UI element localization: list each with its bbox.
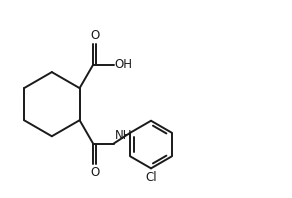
Text: OH: OH [115,58,133,71]
Text: O: O [90,166,99,179]
Text: Cl: Cl [145,171,157,184]
Text: O: O [90,30,99,43]
Text: NH: NH [115,129,132,143]
